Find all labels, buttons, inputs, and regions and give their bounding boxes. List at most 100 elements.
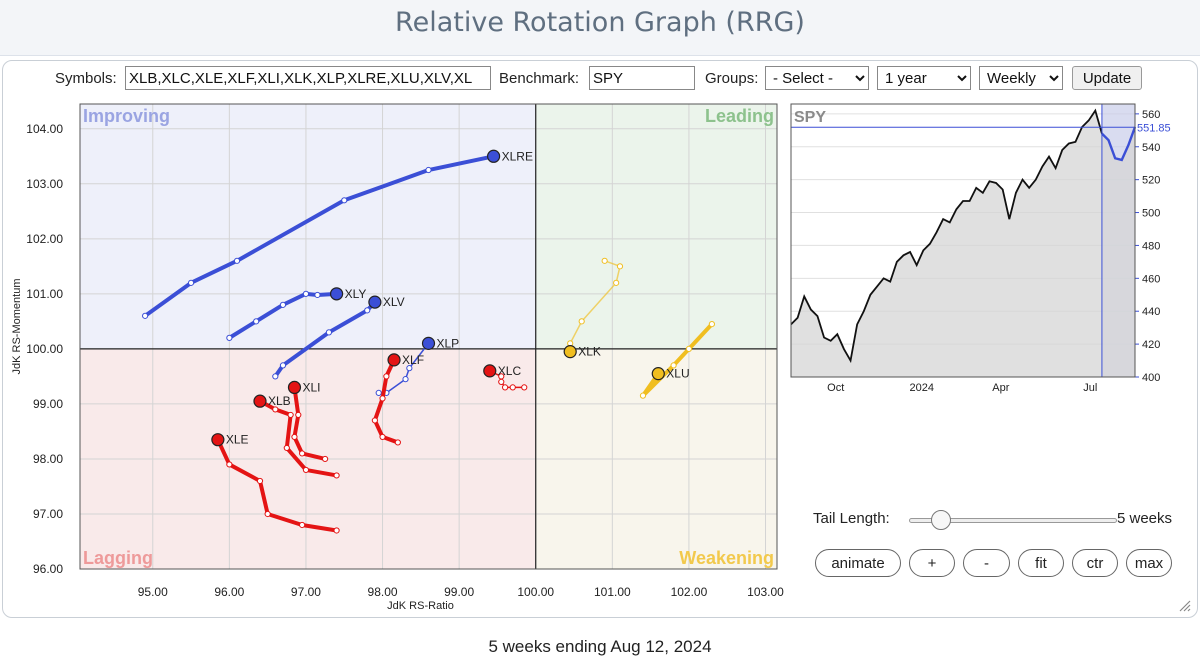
tail-line <box>227 291 339 340</box>
groups-label: Groups: <box>705 70 759 87</box>
tail-point <box>685 345 693 352</box>
head-point <box>211 433 225 447</box>
tail-point <box>325 329 333 336</box>
tail-point <box>670 362 677 369</box>
controls-bar: Symbols: Benchmark: Groups: - Select - 1… <box>3 66 1199 92</box>
spy-chart: 400 420 440 460 480 500 520 540 560 Oct 2024 Apr Jul… <box>790 103 1171 394</box>
tail-point <box>233 257 241 264</box>
symbol-label: XLRE <box>502 149 533 163</box>
tail-point <box>264 510 271 518</box>
x-tick-label: 102.00 <box>671 585 708 599</box>
groups-select[interactable]: - Select - <box>765 66 869 90</box>
symbol-label: XLI <box>302 380 320 394</box>
center-button[interactable]: ctr <box>1072 549 1118 577</box>
footer-caption: 5 weeks ending Aug 12, 2024 <box>488 637 712 656</box>
tail-xly: XLY <box>226 287 367 341</box>
spy-tail-line <box>1101 126 1137 162</box>
x-tick-label: 101.00 <box>594 585 631 599</box>
y-tick-label: 102.00 <box>26 232 63 246</box>
benchmark-input[interactable] <box>589 66 695 90</box>
symbol-label: XLV <box>383 295 405 309</box>
spy-last-value-label: 551.85 <box>1137 122 1171 134</box>
symbol-label: XLK <box>578 345 601 359</box>
tail-point <box>253 318 260 325</box>
tail-point <box>601 257 608 264</box>
x-tick-label: 100.00 <box>517 585 554 599</box>
head-point <box>563 345 577 359</box>
head-point <box>253 394 267 408</box>
plot-border <box>79 103 778 570</box>
fit-button[interactable]: fit <box>1018 549 1064 577</box>
symbol-label: XLE <box>226 433 249 447</box>
tail-point <box>333 472 340 479</box>
symbols-label: Symbols: <box>55 70 117 87</box>
spy-y-tick-label: 520 <box>1142 175 1160 187</box>
tail-point <box>708 321 715 328</box>
frequency-select[interactable]: Weekly <box>979 66 1063 90</box>
benchmark-label: Benchmark: <box>499 70 580 87</box>
head-point <box>651 367 665 381</box>
symbols-input[interactable] <box>125 66 491 90</box>
tail-point <box>613 279 620 286</box>
tail-point <box>616 263 624 270</box>
tail-point <box>295 411 302 419</box>
page-title: Relative Rotation Graph (RRG) <box>395 7 805 38</box>
tail-point <box>498 378 505 385</box>
tail-point <box>639 392 647 399</box>
symbol-label: XLP <box>437 336 460 350</box>
title-bar: Relative Rotation Graph (RRG) <box>0 0 1200 56</box>
symbol-label: XLC <box>498 364 522 378</box>
symbol-label: XLY <box>345 287 367 301</box>
symbol-label: XLU <box>666 367 689 381</box>
tail-point <box>402 376 409 383</box>
head-point <box>368 295 382 309</box>
improving-label: Improving <box>83 106 170 126</box>
tail-xlv: XLV <box>272 295 405 380</box>
spy-y-tick-label: 420 <box>1142 339 1160 351</box>
tail-point <box>302 466 310 474</box>
tail-xlf: XLF <box>371 353 424 446</box>
spy-x-tick-label: Jul <box>1083 382 1097 394</box>
rrg-chart[interactable]: 95.00 96.00 97.00 98.00 99.00 100.00 101.00 102… <box>1 1 801 612</box>
tail-point <box>341 197 348 204</box>
period-select[interactable]: 1 year <box>877 66 971 90</box>
update-button[interactable]: Update <box>1072 66 1142 90</box>
x-axis-title: JdK RS-Ratio <box>387 600 454 612</box>
zoom-in-button[interactable]: + <box>909 549 955 577</box>
spy-x-tick-label: Oct <box>827 382 844 394</box>
tail-point <box>364 307 371 314</box>
tail-point <box>333 527 340 534</box>
y-tick-label: 96.00 <box>33 562 63 576</box>
zoom-out-button[interactable]: - <box>963 549 1010 577</box>
y-tick-label: 97.00 <box>33 507 63 521</box>
resize-handle-icon[interactable] <box>1177 598 1191 612</box>
x-tick-label: 103.00 <box>747 585 784 599</box>
head-point <box>387 353 401 367</box>
head-point <box>329 287 344 301</box>
tail-point <box>226 334 233 341</box>
tail-point <box>379 395 386 402</box>
tail-xlk: XLK <box>563 257 624 359</box>
tail-point <box>498 373 505 380</box>
tail-point <box>371 417 378 424</box>
y-tick-label: 103.00 <box>26 177 63 191</box>
zoom-buttons: animate + - fit ctr max <box>813 549 1193 579</box>
tail-length-value: 5 weeks <box>1117 510 1173 527</box>
tail-point <box>226 461 233 468</box>
leading-label: Leading <box>705 106 774 126</box>
tail-point <box>256 477 264 485</box>
tail-length-track[interactable] <box>909 518 1117 523</box>
x-tick-label: 97.00 <box>291 585 321 599</box>
head-point <box>487 149 501 163</box>
max-button[interactable]: max <box>1126 549 1172 577</box>
y-axis-title: JdK RS-Momentum <box>11 279 23 375</box>
tail-point <box>299 521 306 529</box>
y-tick-label: 100.00 <box>26 342 63 356</box>
tail-point <box>406 365 413 372</box>
tail-point <box>142 312 149 319</box>
tail-line <box>143 154 496 318</box>
tail-point <box>501 384 509 391</box>
animate-button[interactable]: animate <box>815 549 901 577</box>
tail-point <box>314 291 321 299</box>
tail-length-slider-handle[interactable] <box>931 510 951 530</box>
